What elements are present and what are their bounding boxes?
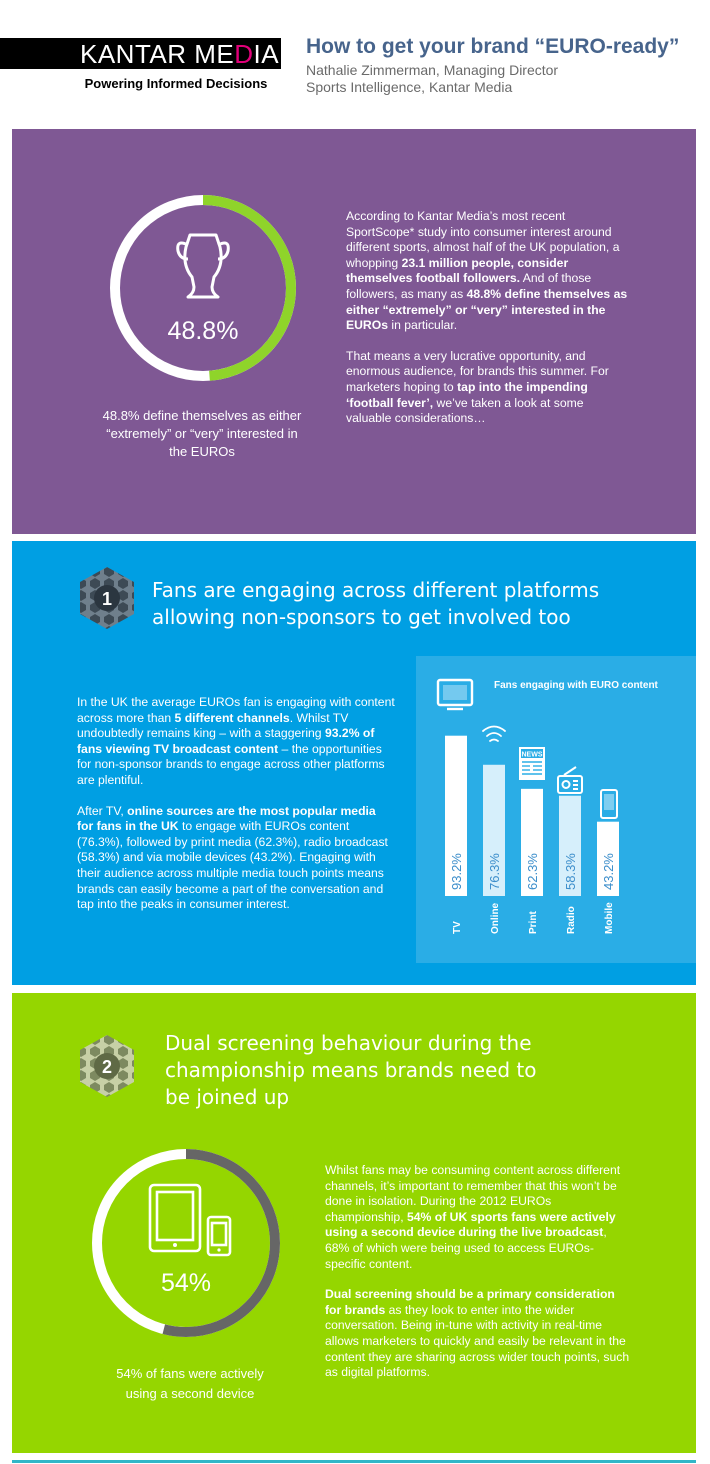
wifi-icon bbox=[482, 725, 506, 742]
bar-value-label: 62.3% bbox=[525, 853, 540, 890]
platforms-paragraph-1: In the UK the average EUROs fan is engag… bbox=[77, 695, 395, 787]
intro-paragraph-1: According to Kantar Media’s most recent … bbox=[346, 209, 628, 333]
logo-bar bbox=[0, 38, 281, 69]
second-device-ring: 54% bbox=[90, 1147, 282, 1339]
intro-section: 48.8% 48.8% define themselves as either … bbox=[12, 129, 696, 534]
bar-online bbox=[483, 764, 505, 896]
trophy-icon bbox=[176, 233, 230, 299]
channel-chart-panel: Fans engaging with EURO content NEWS bbox=[416, 656, 696, 963]
hexagon-badge-1: 1 bbox=[80, 567, 134, 629]
intro-paragraph-2: That means a very lucrative opportunity,… bbox=[346, 348, 609, 426]
platforms-paragraph-2: After TV, online sources are the most po… bbox=[77, 803, 388, 912]
dual-heading: Dual screening behaviour during the cham… bbox=[165, 1030, 685, 1111]
tv-icon bbox=[436, 678, 474, 711]
platforms-text: In the UK the average EUROs fan is engag… bbox=[77, 695, 395, 928]
second-device-caption: 54% of fans were actively using a second… bbox=[82, 1364, 298, 1404]
dual-heading-line-2: championship means brands need to bbox=[165, 1058, 537, 1082]
dual-paragraph-1: Whilst fans may be consuming content acr… bbox=[325, 1163, 621, 1271]
author-line-2: Sports Intelligence, Kantar Media bbox=[306, 79, 513, 95]
platforms-heading: Fans are engaging across different platf… bbox=[152, 577, 692, 631]
tagline: Powering Informed Decisions bbox=[84, 76, 268, 91]
second-device-caption-line-1: 54% of fans were actively bbox=[116, 1366, 264, 1381]
chart-title: Fans engaging with EURO content bbox=[494, 680, 658, 691]
newspaper-icon: NEWS bbox=[519, 747, 545, 780]
interest-caption: 48.8% define themselves as either “extre… bbox=[102, 408, 302, 459]
tablet-and-phone-icon bbox=[148, 1183, 232, 1257]
logo-main: KANTAR ME bbox=[80, 39, 235, 69]
dual-text: Whilst fans may be consuming content acr… bbox=[325, 1163, 631, 1396]
dual-heading-line-3: be joined up bbox=[165, 1085, 290, 1109]
second-device-caption-line-2: using a second device bbox=[125, 1386, 255, 1401]
interest-ring-value: 48.8% bbox=[167, 317, 239, 345]
bar-value-label: 58.3% bbox=[563, 853, 578, 890]
category-label: Print bbox=[528, 911, 539, 934]
dual-screening-section: 2 Dual screening behaviour during the ch… bbox=[12, 993, 696, 1453]
second-device-ring-chart bbox=[92, 1149, 280, 1337]
ring-progress-arc bbox=[92, 1149, 280, 1337]
dual-paragraph-2: Dual screening should be a primary consi… bbox=[325, 1287, 630, 1380]
bar-mobile bbox=[597, 821, 619, 896]
ring-progress-arc bbox=[110, 195, 296, 381]
page-title: How to get your brand “EURO-ready” bbox=[306, 35, 680, 58]
interest-ring-chart bbox=[110, 195, 296, 381]
author-line-1: Nathalie Zimmerman, Managing Director bbox=[306, 62, 559, 78]
author-block: Nathalie Zimmerman, Managing Director Sp… bbox=[306, 62, 558, 96]
category-label: TV bbox=[452, 921, 463, 934]
logo-accent: D bbox=[234, 39, 254, 69]
intro-text: According to Kantar Media’s most recent … bbox=[346, 209, 628, 442]
logo-tail: IA bbox=[253, 39, 280, 69]
platforms-heading-line-2: allowing non-sponsors to get involved to… bbox=[152, 605, 571, 629]
bar-value-label: 43.2% bbox=[601, 853, 616, 890]
badge-number-1: 1 bbox=[102, 589, 112, 609]
dual-heading-line-1: Dual screening behaviour during the bbox=[165, 1031, 532, 1055]
category-label: Online bbox=[490, 902, 501, 934]
platforms-heading-line-1: Fans are engaging across different platf… bbox=[152, 578, 600, 602]
hexagon-badge-2: 2 bbox=[80, 1035, 134, 1097]
bar-print bbox=[521, 788, 543, 896]
badge-number-2: 2 bbox=[102, 1057, 112, 1077]
bottom-rule bbox=[12, 1460, 696, 1463]
channel-bar-chart: NEWS 93.2% TV 76.3% Online 62.3% Print bbox=[436, 678, 619, 934]
radio-icon bbox=[557, 766, 583, 794]
bar-value-label: 76.3% bbox=[487, 853, 502, 890]
interest-ring: 48.8% bbox=[108, 193, 298, 383]
bar-value-label: 93.2% bbox=[449, 853, 464, 890]
newspaper-label: NEWS bbox=[522, 752, 543, 759]
bar-radio bbox=[559, 795, 581, 896]
category-label: Radio bbox=[566, 906, 577, 934]
platforms-section: 1 Fans are engaging across different pla… bbox=[12, 541, 696, 985]
second-device-ring-value: 54% bbox=[160, 1269, 212, 1297]
kantar-media-logo: KANTAR MEDIA bbox=[80, 40, 279, 68]
mobile-icon bbox=[600, 789, 618, 819]
bar-tv bbox=[445, 735, 467, 896]
category-label: Mobile bbox=[604, 902, 615, 934]
